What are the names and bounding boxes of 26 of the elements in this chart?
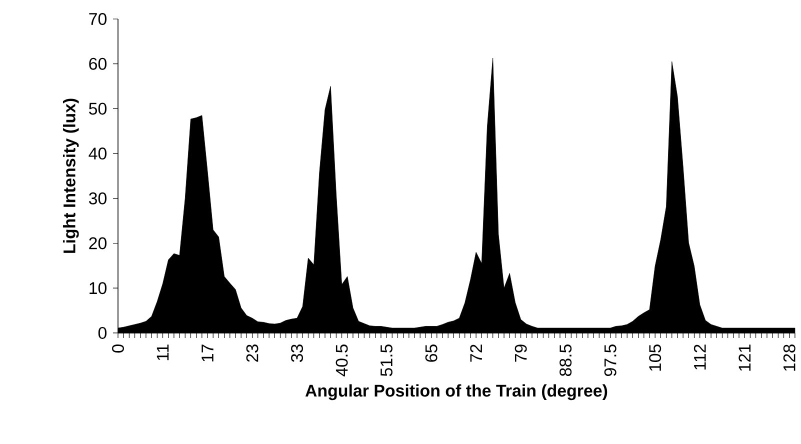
y-axis-title: Light Intensity (lux) <box>62 98 79 253</box>
x-tick-label: 33 <box>291 344 304 362</box>
y-tick-label: 60 <box>89 58 107 70</box>
y-tick-label: 50 <box>88 102 107 115</box>
x-tick-label: 105 <box>649 344 662 371</box>
x-tick-label: 23 <box>246 344 258 362</box>
y-tick-label: 10 <box>90 282 107 294</box>
x-tick-label: 97.5 <box>604 344 616 376</box>
x-tick-label: 17 <box>202 344 214 362</box>
y-tick-label: 20 <box>89 237 107 250</box>
x-tick-label: 128 <box>783 344 796 371</box>
x-tick-label: 40.5 <box>336 344 348 376</box>
y-tick-label: 30 <box>88 192 107 204</box>
x-tick-label: 0 <box>112 344 124 353</box>
y-tick-label: 40 <box>88 148 107 160</box>
x-tick-label: 72 <box>470 344 482 362</box>
x-tick-label: 11 <box>156 344 169 360</box>
x-axis-title: Angular Position of the Train (degree) <box>305 384 608 400</box>
x-tick-label: 112 <box>694 344 706 370</box>
y-tick-label: 0 <box>98 326 107 339</box>
x-tick-label: 79 <box>514 344 527 362</box>
x-tick-label: 121 <box>738 344 751 371</box>
x-tick-label: 51.5 <box>380 344 392 376</box>
y-tick-label: 70 <box>89 13 107 26</box>
x-tick-label: 65 <box>425 344 438 362</box>
x-tick-label: 88.5 <box>560 344 572 376</box>
